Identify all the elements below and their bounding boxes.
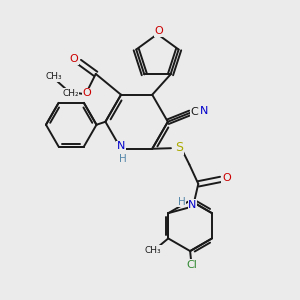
Text: H: H [178,197,186,207]
Text: CH₃: CH₃ [46,72,62,81]
Text: O: O [154,26,163,36]
Text: O: O [222,173,231,183]
Text: N: N [200,106,208,116]
Text: N: N [117,141,125,152]
Text: CH₃: CH₃ [145,245,161,254]
Text: H: H [118,154,126,164]
Text: CH₂: CH₂ [62,89,79,98]
Text: O: O [82,88,91,98]
Text: C: C [191,107,199,117]
Text: O: O [70,54,78,64]
Text: N: N [188,200,196,210]
Text: Cl: Cl [186,260,197,270]
Text: S: S [175,141,183,154]
